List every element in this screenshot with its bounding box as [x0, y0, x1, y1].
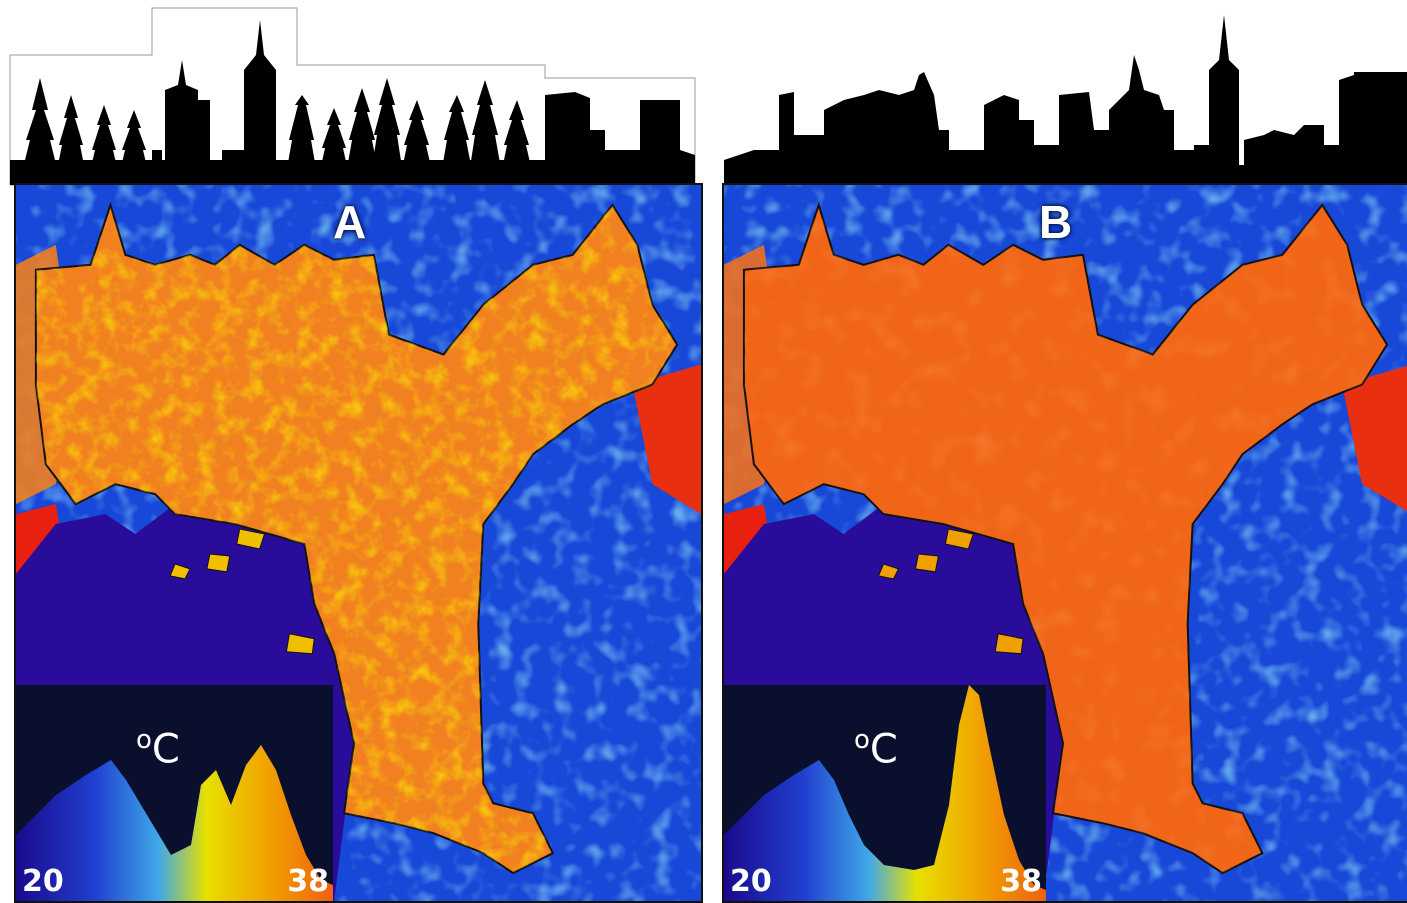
- legend-max: 38: [1000, 864, 1042, 899]
- temperature-histogram-legend: oC 20 38: [724, 685, 1046, 901]
- legend-max: 38: [287, 864, 329, 899]
- panel-b: B oC 20 38: [714, 0, 1407, 903]
- skyline-trees-buildings: [9, 7, 696, 186]
- skyline-buildings: [724, 15, 1407, 185]
- panel-label: B: [1039, 196, 1073, 248]
- legend-min: 20: [730, 864, 772, 899]
- legend-unit: oC: [854, 725, 898, 773]
- panel-a: A oC 20 38: [0, 0, 703, 903]
- panel-label: A: [333, 196, 367, 248]
- temperature-histogram-legend: oC 20 38: [16, 685, 333, 901]
- legend-min: 20: [22, 864, 64, 899]
- legend-unit: oC: [136, 725, 180, 773]
